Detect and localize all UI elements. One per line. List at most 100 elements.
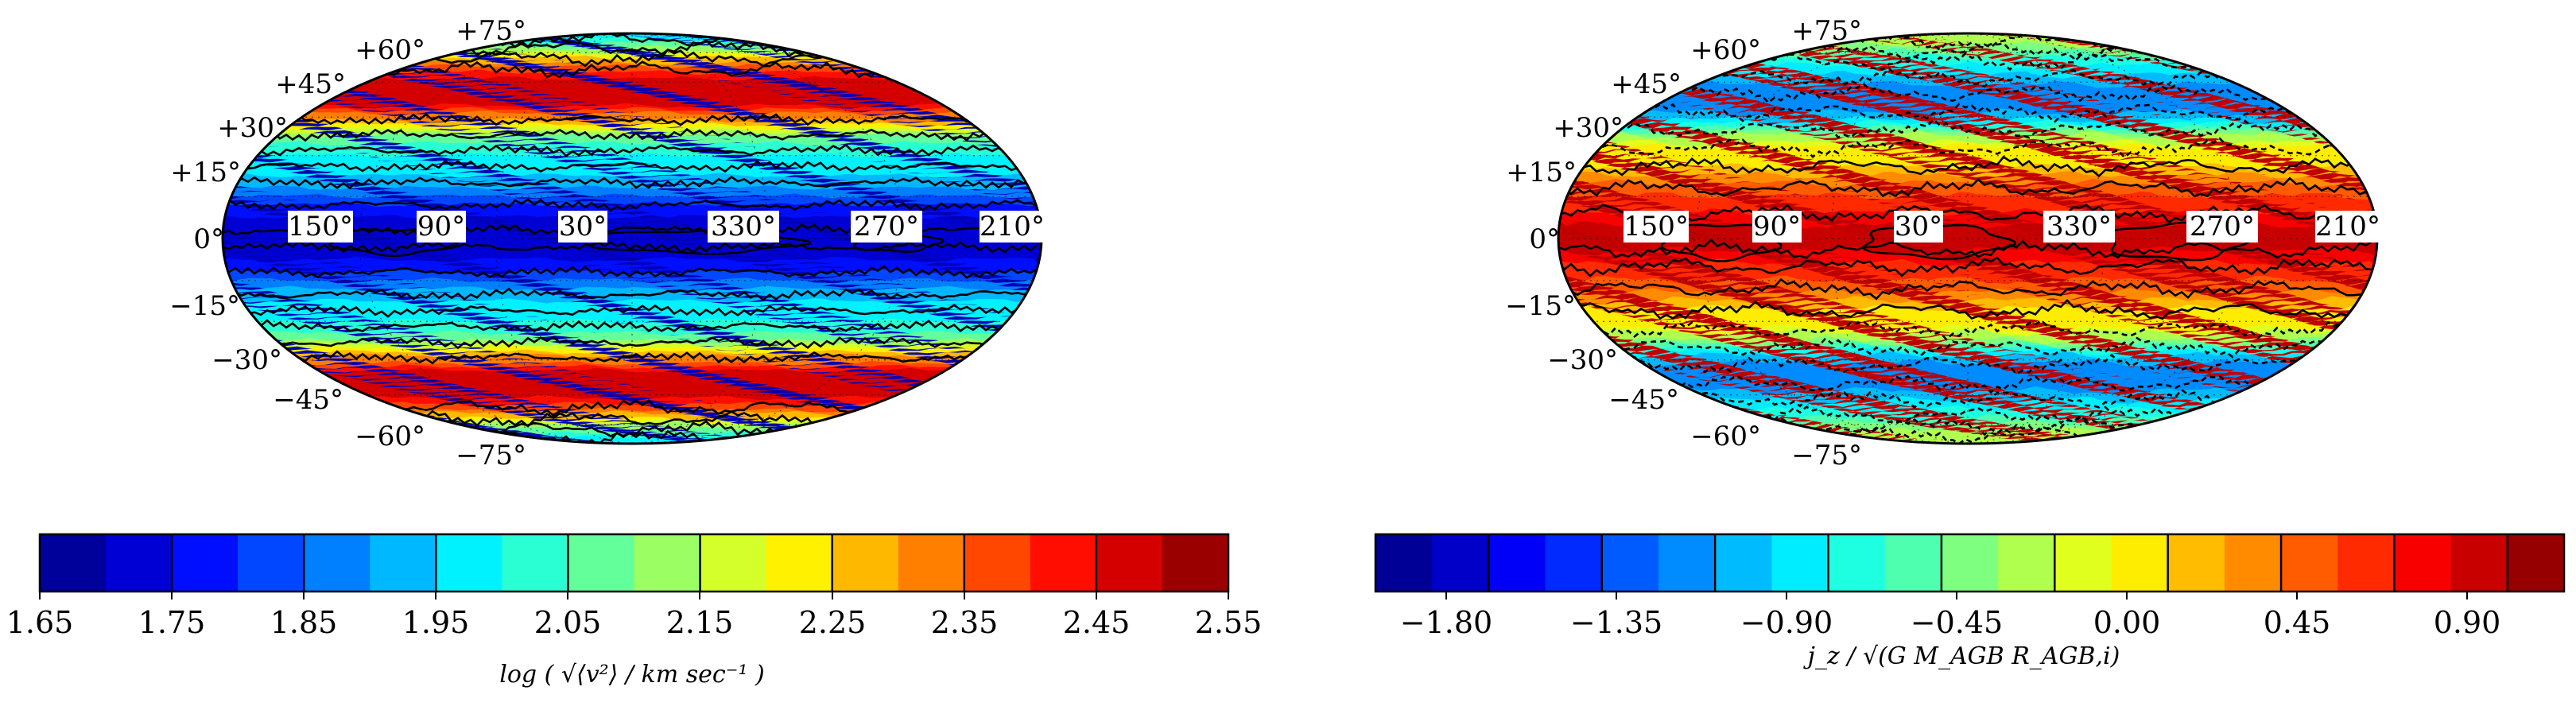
longitude-label-box bbox=[1624, 211, 1689, 242]
contour-line bbox=[223, 287, 1038, 301]
colorbar-tick-label: 0.45 bbox=[2264, 605, 2331, 640]
right-latitude-labels: +75° +60°+45° +30° +15° 0° −15° −30° −45° −60° −7… bbox=[1505, 15, 1862, 471]
longitude-label: 330° bbox=[711, 211, 776, 242]
longitude-label: 150° bbox=[1624, 211, 1689, 242]
field-band bbox=[1558, 336, 2377, 351]
left-graticule bbox=[223, 33, 1042, 444]
colorbar-segment bbox=[964, 534, 1031, 592]
latitude-label: −45° bbox=[1608, 384, 1679, 416]
colorbar-segment bbox=[1715, 534, 1772, 592]
latitude-label: +75° bbox=[456, 15, 526, 47]
longitude-label: 30° bbox=[559, 211, 607, 242]
field-band bbox=[223, 181, 1042, 192]
colorbar-tick-label: 1.75 bbox=[138, 605, 206, 640]
colorbar-segment bbox=[106, 534, 173, 592]
contour-line bbox=[1558, 319, 2373, 341]
contour-line bbox=[1558, 353, 2373, 375]
colorbar-segment bbox=[2054, 534, 2112, 592]
colorbar-tick-label: 1.85 bbox=[270, 605, 338, 640]
colorbar-segment bbox=[1828, 534, 1886, 592]
colorbar-segment bbox=[1375, 534, 1433, 592]
contour-line bbox=[223, 319, 1038, 333]
colorbar-segment bbox=[1432, 534, 1489, 592]
contour-line bbox=[223, 143, 1038, 157]
field-band bbox=[1558, 87, 2377, 102]
longitude-label-box bbox=[558, 211, 607, 242]
latitude-label: 0° bbox=[1529, 223, 1560, 255]
left-colorbar: 1.65 1.75 1.85 1.95 2.05 2.15 2.25 2.35 2.45 2.55 bbox=[6, 533, 1262, 640]
latitude-label: −15° bbox=[169, 290, 240, 322]
contour-line bbox=[223, 175, 1038, 190]
field-band bbox=[223, 385, 1042, 396]
left-longitude-labels: 150° 90° 30° 330° 270° 210° bbox=[288, 211, 1045, 242]
field-band bbox=[223, 402, 1042, 412]
field-band bbox=[1558, 316, 2377, 332]
longitude-label: 90° bbox=[417, 211, 465, 242]
longitude-label-box bbox=[980, 211, 1045, 242]
contour-line bbox=[1558, 336, 2373, 359]
right-longitude-labels: 150° 90° 30° 330° 270° 210° bbox=[1624, 211, 2380, 242]
field-band bbox=[1558, 242, 2377, 257]
colorbar-segment bbox=[2337, 534, 2395, 592]
right-colorbar: −1.80 −1.35 −0.90 −0.45 0.00 0.45 0.90 bbox=[1374, 533, 2566, 640]
colorbar-segment bbox=[700, 534, 767, 592]
meridian-line bbox=[359, 33, 633, 444]
contour-line bbox=[223, 350, 1038, 365]
latitude-label: −30° bbox=[211, 344, 282, 376]
field-band bbox=[1558, 126, 2377, 142]
contour-line bbox=[1558, 277, 2373, 301]
field-band bbox=[1558, 362, 2377, 378]
longitude-label: 270° bbox=[2190, 211, 2255, 242]
field-band bbox=[1558, 130, 2377, 146]
field-band bbox=[223, 95, 1042, 107]
colorbar-segment bbox=[1771, 534, 1829, 592]
latitude-label: −45° bbox=[273, 384, 343, 416]
colorbar-segment bbox=[1601, 534, 1659, 592]
field-band bbox=[223, 388, 1042, 399]
colorbar-segment bbox=[436, 534, 502, 592]
latitude-label: +15° bbox=[1506, 157, 1577, 188]
field-band bbox=[223, 404, 1042, 415]
contour-line bbox=[1558, 137, 2373, 159]
contour-line bbox=[223, 159, 1038, 173]
longitude-label-box bbox=[1894, 211, 1943, 242]
colorbar-segment bbox=[1884, 534, 1942, 592]
colorbar-segment bbox=[898, 534, 965, 592]
right-graticule bbox=[1558, 33, 2377, 444]
colorbar-segment bbox=[568, 534, 634, 592]
colorbar-frame bbox=[1374, 533, 2566, 593]
colorbar-segment bbox=[40, 534, 107, 592]
field-band bbox=[1558, 153, 2377, 170]
colorbar-segment bbox=[1488, 534, 1546, 592]
latitude-label: 0° bbox=[193, 223, 224, 255]
left-map-panel: 150° 90° 30° 330° 270° 210° +75°+60°+45°+30°+… bbox=[169, 15, 1045, 471]
colorbar-segment bbox=[766, 534, 833, 592]
latitude-label: −15° bbox=[1505, 290, 1576, 322]
longitude-label-box bbox=[2043, 211, 2115, 242]
longitude-label-box bbox=[288, 211, 353, 242]
colorbar-segment bbox=[1941, 534, 1999, 592]
colorbar-segment bbox=[502, 534, 568, 592]
colorbar-segment bbox=[172, 534, 239, 592]
latitude-label: +30° bbox=[1553, 112, 1624, 144]
latitude-label: +60° bbox=[1690, 34, 1761, 66]
field-band bbox=[1558, 50, 2377, 64]
longitude-label-box bbox=[1752, 211, 1802, 242]
latitude-label: −60° bbox=[355, 421, 425, 452]
colorbar-segment bbox=[634, 534, 701, 592]
contour-line bbox=[223, 113, 1038, 126]
colorbar-tick-label: −1.80 bbox=[1400, 605, 1492, 640]
meridian-line bbox=[1694, 33, 1969, 444]
left-latitude-labels: +75° +60° +45° +30° +15° 0° −15° −30° −45° −60° −7… bbox=[169, 15, 526, 471]
contour-line bbox=[1558, 238, 2373, 259]
colorbar-segment bbox=[2224, 534, 2282, 592]
colorbar-segment bbox=[2167, 534, 2225, 592]
field-band bbox=[223, 364, 1042, 375]
latitude-label: +45° bbox=[275, 68, 346, 100]
colorbar-segment bbox=[238, 534, 305, 592]
colorbar-segment bbox=[2507, 534, 2565, 592]
latitude-label: +45° bbox=[1611, 68, 1682, 100]
field-band bbox=[1558, 380, 2377, 394]
colorbar-segment bbox=[304, 534, 370, 592]
